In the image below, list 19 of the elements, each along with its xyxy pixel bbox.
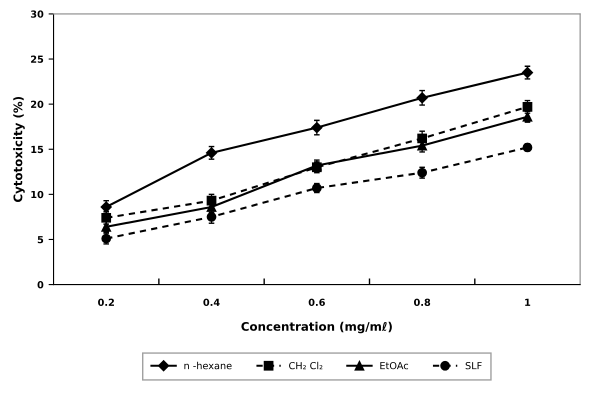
x-axis-title: Concentration (mg/mℓ) [241,322,392,334]
x-tick-label: 0.6 [308,298,325,306]
y-tick-label: 5 [38,236,44,244]
y-tick-label: 15 [31,146,44,154]
y-tick-label: 25 [31,56,44,63]
y-tick-label: 0 [38,281,44,288]
x-tick-label: 0.4 [203,298,220,306]
y-tick-label: 30 [30,10,44,18]
legend-label: SLF [466,362,482,370]
x-tick-label: 0.2 [98,298,114,306]
y-axis-title: Cytotoxicity (%) [13,96,25,202]
legend-label: CH₂ Cl₂ [289,362,322,370]
point [206,147,218,158]
x-tick-label: 1 [525,298,530,306]
y-tick-label: 10 [31,190,44,198]
x-tick-label: 0.8 [414,298,430,306]
y-tick-label: 20 [31,100,44,108]
legend-label: EtOAc [380,362,408,370]
legend-label: n -hexane [184,362,232,370]
